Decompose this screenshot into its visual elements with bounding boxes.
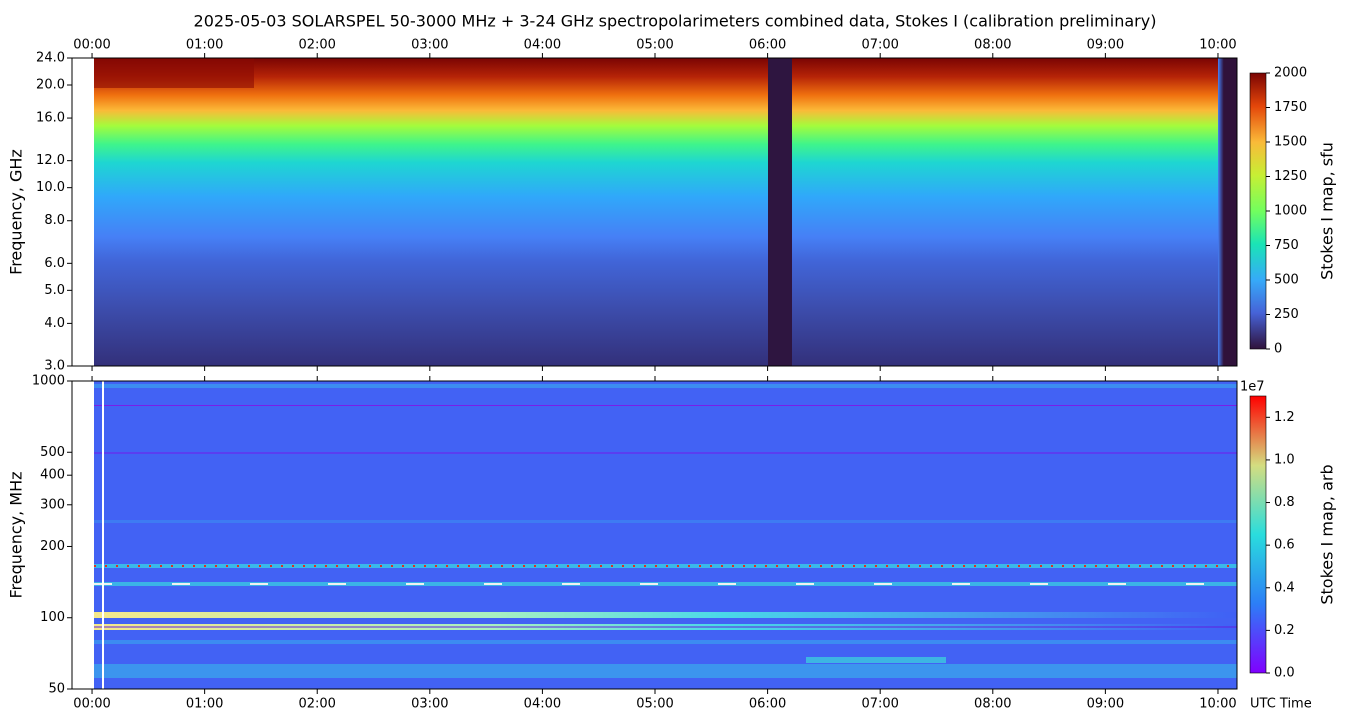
y-tick-label: 6.0 <box>44 256 65 271</box>
spectrogram-image <box>94 58 254 88</box>
spectrogram-image <box>94 626 1237 628</box>
plot-frame <box>71 380 1238 690</box>
colorbar-tick-label: 1000 <box>1274 204 1307 219</box>
spectrogram-image <box>94 582 1237 586</box>
y-tick-label: 50 <box>48 682 65 697</box>
spectrogram-image <box>94 405 1237 406</box>
colorbar-tick-label: 2000 <box>1274 66 1307 81</box>
bottom-spectrogram <box>71 380 1238 690</box>
colorbar-tick-label: 500 <box>1274 273 1299 288</box>
colorbar-label: Stokes I map, sfu <box>1318 142 1337 280</box>
colorbar-tick-label: 1500 <box>1274 135 1307 150</box>
spectrogram-image <box>94 520 1237 523</box>
y-tick-label: 400 <box>40 468 65 483</box>
x-tick-label: 02:00 <box>298 38 335 53</box>
x-tick-label: 08:00 <box>974 38 1011 53</box>
x-tick-label: 05:00 <box>636 697 673 712</box>
y-axis-label: Frequency, GHz <box>7 149 26 275</box>
x-axis-label: UTC Time <box>1250 697 1312 712</box>
colorbar-tick-label: 1750 <box>1274 100 1307 115</box>
y-tick-label: 5.0 <box>44 283 65 298</box>
colorbar-tick-label: 0.6 <box>1274 538 1295 553</box>
spectrogram-image <box>94 452 1237 454</box>
y-tick-label: 24.0 <box>36 51 65 66</box>
colorbar-tick-label: 0 <box>1274 342 1282 357</box>
y-tick-label: 12.0 <box>36 153 65 168</box>
spectrogram-image <box>94 58 1237 366</box>
colorbar-tick-label: 0.4 <box>1274 580 1295 595</box>
colorbar <box>1249 72 1267 350</box>
x-tick-label: 04:00 <box>524 38 561 53</box>
spectrogram-image <box>94 384 1237 388</box>
x-tick-label: 05:00 <box>636 38 673 53</box>
colorbar-exponent: 1e7 <box>1240 380 1265 395</box>
y-tick-label: 300 <box>40 497 65 512</box>
y-tick-label: 200 <box>40 539 65 554</box>
colorbar-tick-label: 1.2 <box>1274 410 1295 425</box>
spectrogram-image <box>94 564 1237 568</box>
x-tick-label: 01:00 <box>186 38 223 53</box>
x-tick-label: 07:00 <box>861 697 898 712</box>
colorbar-tick-label: 0.8 <box>1274 495 1295 510</box>
colorbar-label: Stokes I map, arb <box>1318 464 1337 604</box>
colorbar-tick-label: 0.0 <box>1274 666 1295 681</box>
x-tick-label: 02:00 <box>298 697 335 712</box>
x-tick-label: 10:00 <box>1199 38 1236 53</box>
x-tick-label: 10:00 <box>1199 697 1236 712</box>
colorbar-tick-label: 750 <box>1274 238 1299 253</box>
colorbar-tick-label: 1.0 <box>1274 452 1295 467</box>
plot-frame <box>71 57 1238 367</box>
x-tick-label: 00:00 <box>73 38 110 53</box>
top-spectrogram <box>71 57 1238 367</box>
spectrogram-image <box>94 640 1237 644</box>
y-tick-label: 100 <box>40 610 65 625</box>
spectrogram-image <box>94 664 1237 678</box>
x-tick-label: 00:00 <box>73 697 110 712</box>
colorbar-tick-label: 250 <box>1274 307 1299 322</box>
x-tick-label: 06:00 <box>749 38 786 53</box>
x-tick-label: 08:00 <box>974 697 1011 712</box>
spectrogram-image <box>806 657 946 663</box>
x-tick-label: 09:00 <box>1087 697 1124 712</box>
data-gap <box>768 58 792 366</box>
spectrogram-image <box>94 381 1237 689</box>
y-tick-label: 8.0 <box>44 213 65 228</box>
y-tick-label: 1000 <box>32 374 65 389</box>
y-axis-label: Frequency, MHz <box>7 471 26 598</box>
y-tick-label: 3.0 <box>44 359 65 374</box>
chart-title: 2025-05-03 SOLARSPEL 50-3000 MHz + 3-24 … <box>194 12 1157 31</box>
y-tick-label: 20.0 <box>36 78 65 93</box>
y-tick-label: 16.0 <box>36 111 65 126</box>
colorbar-tick-label: 1250 <box>1274 169 1307 184</box>
x-tick-label: 03:00 <box>411 38 448 53</box>
spectrogram-image <box>102 381 104 689</box>
x-tick-label: 01:00 <box>186 697 223 712</box>
x-tick-label: 06:00 <box>749 697 786 712</box>
x-tick-label: 07:00 <box>861 38 898 53</box>
spectrogram-image <box>94 612 1237 618</box>
colorbar <box>1249 395 1267 674</box>
x-tick-label: 04:00 <box>524 697 561 712</box>
y-tick-label: 500 <box>40 445 65 460</box>
x-tick-label: 09:00 <box>1087 38 1124 53</box>
x-tick-label: 03:00 <box>411 697 448 712</box>
data-gap <box>1218 58 1237 366</box>
y-tick-label: 10.0 <box>36 180 65 195</box>
y-tick-label: 4.0 <box>44 316 65 331</box>
colorbar-tick-label: 0.2 <box>1274 623 1295 638</box>
